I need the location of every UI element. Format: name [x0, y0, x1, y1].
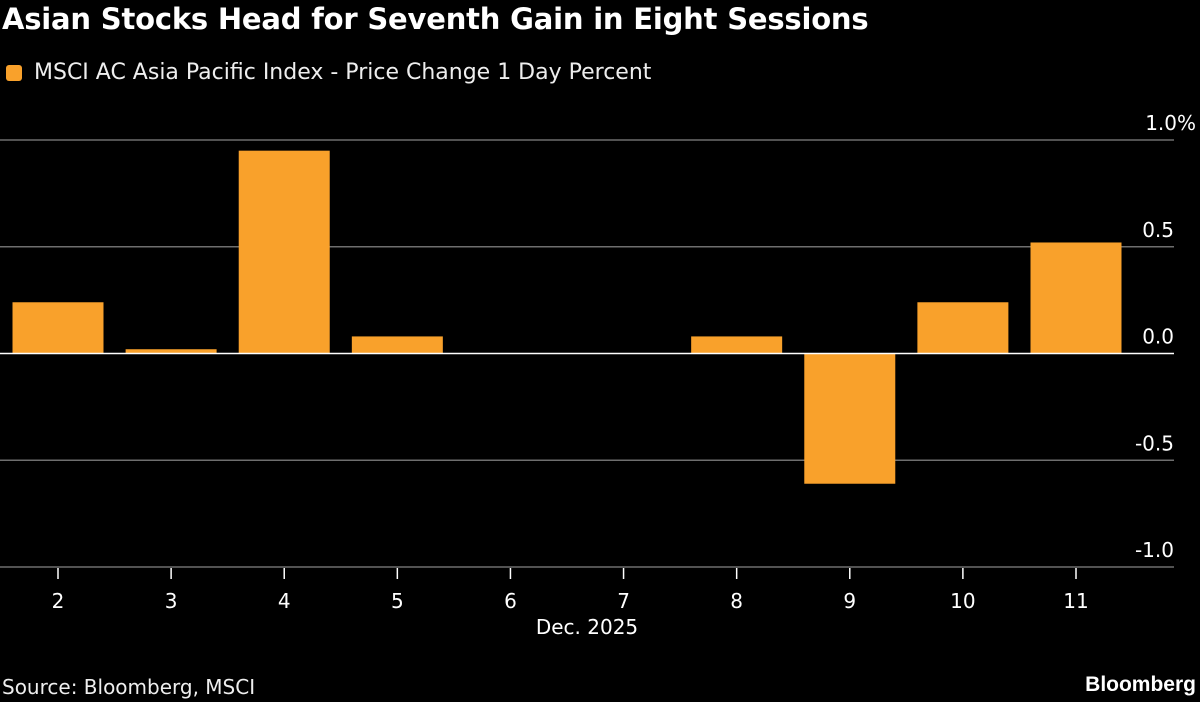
- y-tick-label: 0.0: [1142, 325, 1174, 349]
- x-tick-label: 4: [278, 589, 291, 613]
- y-tick-label: -1.0: [1135, 538, 1174, 562]
- bloomberg-logo: Bloomberg: [1085, 673, 1196, 696]
- x-axis-label: Dec. 2025: [536, 615, 638, 639]
- chart-title: Asian Stocks Head for Seventh Gain in Ei…: [2, 2, 869, 36]
- x-tick-label: 8: [730, 589, 743, 613]
- x-tick-label: 7: [617, 589, 630, 613]
- y-tick-label: 1.0%: [1145, 111, 1196, 135]
- x-tick-label: 10: [950, 589, 975, 613]
- x-tick-label: 9: [843, 589, 856, 613]
- x-tick-label: 11: [1063, 589, 1088, 613]
- bar: [238, 150, 330, 354]
- x-tick-label: 5: [391, 589, 404, 613]
- x-tick-label: 6: [504, 589, 517, 613]
- bar: [351, 336, 443, 354]
- bar: [12, 302, 104, 354]
- bar: [917, 302, 1009, 354]
- legend-swatch: [6, 64, 22, 81]
- y-tick-label: -0.5: [1135, 431, 1174, 455]
- legend-label: MSCI AC Asia Pacific Index - Price Chang…: [34, 60, 652, 85]
- bar: [804, 353, 896, 484]
- x-tick-label: 3: [165, 589, 178, 613]
- y-tick-label: 0.5: [1142, 218, 1174, 242]
- bar: [125, 349, 217, 354]
- source-note: Source: Bloomberg, MSCI: [2, 675, 256, 699]
- x-tick-label: 2: [52, 589, 65, 613]
- bar: [1030, 242, 1122, 354]
- legend: MSCI AC Asia Pacific Index - Price Chang…: [6, 60, 651, 85]
- bar: [691, 336, 783, 354]
